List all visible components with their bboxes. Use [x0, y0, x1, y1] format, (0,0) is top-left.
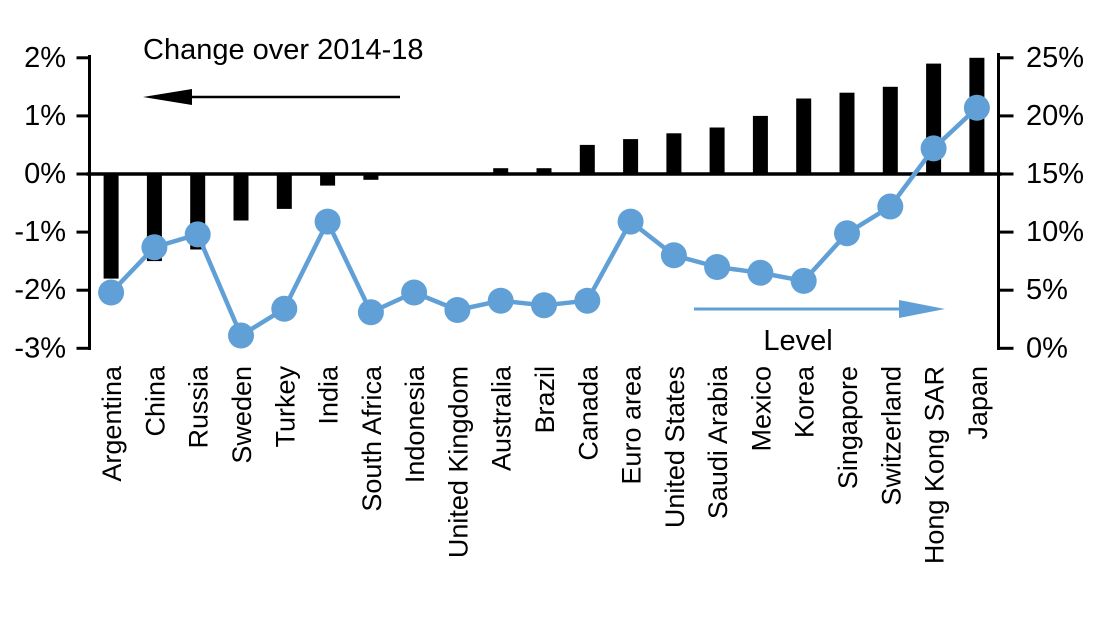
category-label-turkey: Turkey	[270, 366, 300, 448]
level-marker-china	[141, 234, 168, 261]
line-series-direction-arrow-icon	[694, 300, 945, 318]
category-label-euro-area: Euro area	[617, 365, 647, 485]
category-label-russia: Russia	[184, 365, 214, 449]
level-marker-south-africa	[357, 299, 384, 326]
level-marker-united-kingdom	[444, 297, 471, 323]
bar-united-states	[666, 133, 682, 174]
left-axis-tick-label: 0%	[24, 158, 66, 190]
bar-india	[320, 174, 336, 186]
level-marker-japan	[963, 94, 990, 121]
right-axis-tick-label: 0%	[1026, 332, 1068, 364]
right-axis-tick-label: 5%	[1026, 274, 1068, 306]
category-label-south-africa: South Africa	[357, 365, 387, 512]
level-marker-russia	[184, 221, 211, 248]
level-marker-euro-area	[617, 208, 644, 235]
bar-arrow-head	[143, 89, 192, 105]
bar-singapore	[839, 92, 855, 174]
level-marker-singapore	[834, 220, 860, 247]
level-marker-saudi-arabia	[704, 254, 731, 280]
line-series-label: Level	[763, 325, 832, 357]
bar-korea	[796, 98, 812, 174]
level-marker-mexico	[747, 259, 774, 286]
level-marker-turkey	[271, 295, 298, 322]
bar-south-africa	[363, 174, 379, 180]
right-axis-tick-label: 20%	[1026, 100, 1084, 132]
bar-euro-area	[623, 139, 639, 174]
category-label-mexico: Mexico	[746, 366, 776, 452]
bar-sweden	[233, 174, 249, 221]
bar-mexico	[752, 115, 768, 174]
level-marker-argentina	[98, 279, 125, 306]
category-label-indonesia: Indonesia	[400, 365, 430, 483]
category-label-hong-kong-sar: Hong Kong SAR	[920, 366, 950, 564]
bar-brazil	[536, 168, 552, 174]
category-label-japan: Japan	[963, 366, 993, 440]
category-label-canada: Canada	[573, 365, 603, 461]
bar-argentina	[103, 174, 119, 279]
category-label-singapore: Singapore	[833, 366, 863, 489]
category-label-argentina: Argentina	[97, 365, 127, 482]
level-marker-brazil	[531, 292, 557, 319]
level-marker-united-states	[660, 242, 687, 269]
right-axis-tick-label: 10%	[1026, 216, 1084, 248]
category-label-united-states: United States	[660, 366, 690, 528]
bar-series-title: Change over 2014-18	[143, 34, 424, 66]
category-label-brazil: Brazil	[530, 366, 560, 434]
level-marker-sweden	[228, 322, 254, 349]
chart-generated-layer: 2% 1% 0% -1% -2% -3% 25% 20% 15% 10% 5% 0% Argentina…	[14, 42, 1084, 564]
level-marker-australia	[487, 287, 514, 314]
level-marker-indonesia	[401, 279, 428, 306]
left-axis-tick-label: -2%	[14, 274, 66, 306]
category-label-china: China	[140, 365, 170, 437]
bar-series-direction-arrow-icon	[143, 89, 400, 105]
bar-australia	[493, 168, 509, 174]
level-marker-switzerland	[877, 193, 904, 220]
level-marker-korea	[790, 267, 817, 294]
right-axis-tick-label: 15%	[1026, 158, 1084, 190]
bar-canada	[579, 144, 595, 174]
bar-saudi-arabia	[709, 127, 725, 174]
category-label-india: India	[314, 365, 344, 425]
left-axis-tick-label: 2%	[24, 42, 66, 74]
category-label-united-kingdom: United Kingdom	[443, 366, 473, 558]
category-label-switzerland: Switzerland	[876, 366, 906, 506]
level-marker-canada	[574, 287, 601, 314]
right-axis-tick-label: 25%	[1026, 42, 1084, 74]
level-marker-india	[314, 208, 341, 235]
level-marker-hong-kong-sar	[920, 135, 947, 162]
left-axis-tick-label: -3%	[14, 332, 66, 364]
line-arrow-head	[899, 300, 945, 318]
category-label-korea: Korea	[790, 365, 820, 438]
left-axis-tick-label: -1%	[14, 216, 66, 248]
category-label-australia: Australia	[487, 365, 517, 471]
left-axis-tick-label: 1%	[24, 100, 66, 132]
category-label-sweden: Sweden	[227, 366, 257, 464]
bar-turkey	[276, 174, 292, 209]
bar-switzerland	[882, 86, 898, 174]
category-label-saudi-arabia: Saudi Arabia	[703, 365, 733, 519]
